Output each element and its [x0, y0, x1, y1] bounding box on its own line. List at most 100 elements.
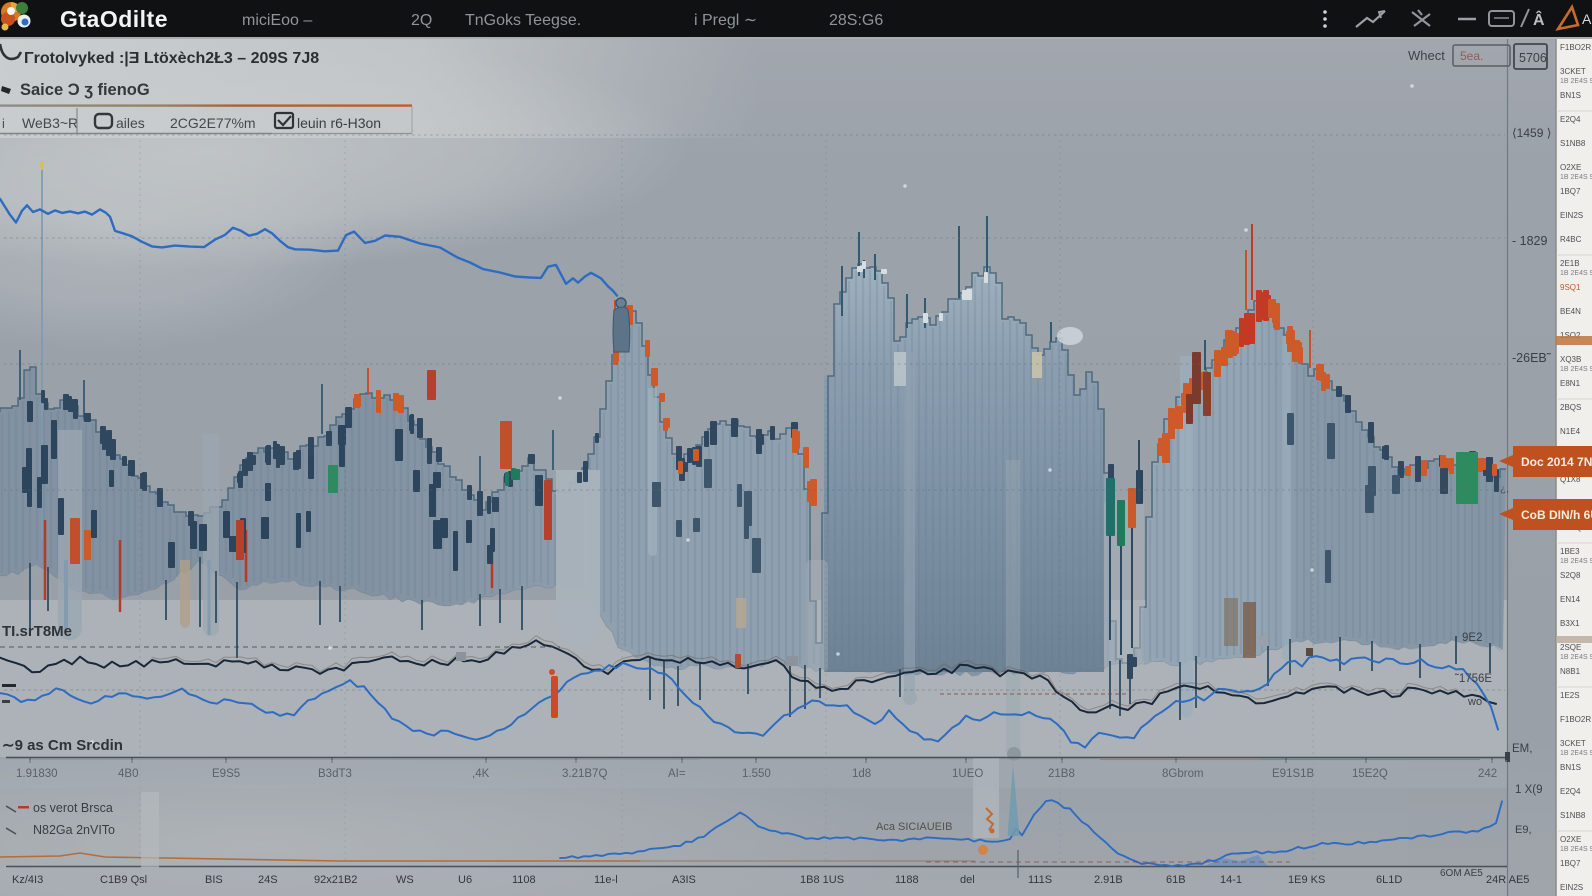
svg-text:Saice Ɔ ʒ fienoG: Saice Ɔ ʒ fienoG — [20, 81, 150, 99]
svg-text:1BQ7: 1BQ7 — [1560, 187, 1581, 196]
svg-text:1E2S: 1E2S — [1560, 691, 1580, 700]
svg-text:2E1B: 2E1B — [1560, 259, 1580, 268]
svg-text:ailes: ailes — [116, 115, 145, 131]
svg-text:N1E4: N1E4 — [1560, 427, 1581, 436]
svg-text:15E2Q: 15E2Q — [1352, 768, 1388, 780]
svg-text:Γrotolvyked :|Ǝ Ltöxèch2Ł3: Γrotolvyked :|Ǝ Ltöxèch2Ł3 – 209S 7J8 — [24, 50, 319, 67]
svg-text:A|6: A|6 — [1582, 11, 1592, 27]
svg-text:24R AE5: 24R AE5 — [1486, 874, 1529, 886]
svg-text:AI=: AI= — [668, 768, 686, 780]
svg-text:2Q: 2Q — [411, 12, 432, 29]
svg-text:C1B9 Qsl: C1B9 Qsl — [100, 874, 147, 886]
svg-text:1B 2E4S 9Q: 1B 2E4S 9Q — [1560, 654, 1592, 661]
svg-text:B3dT3: B3dT3 — [318, 768, 352, 780]
svg-text:S1NB8: S1NB8 — [1560, 139, 1586, 148]
svg-text:1B 2E4S 9Q: 1B 2E4S 9Q — [1560, 558, 1592, 565]
svg-text:1B 2E4S 9Q: 1B 2E4S 9Q — [1560, 78, 1592, 85]
svg-text:1B 2E4S 9Q: 1B 2E4S 9Q — [1560, 750, 1592, 757]
svg-text:S2Q8: S2Q8 — [1560, 571, 1581, 580]
svg-text:3CKET: 3CKET — [1560, 739, 1586, 748]
svg-text:1B 2E4S 9Q: 1B 2E4S 9Q — [1560, 174, 1592, 181]
svg-text:E2Q4: E2Q4 — [1560, 115, 1581, 124]
svg-text:XQ3B: XQ3B — [1560, 355, 1581, 364]
svg-text:A3IS: A3IS — [672, 874, 696, 886]
svg-text:- 1829: - 1829 — [1512, 234, 1547, 248]
svg-text:9SQ1: 9SQ1 — [1560, 283, 1581, 292]
svg-text:EIN2S: EIN2S — [1560, 883, 1583, 892]
svg-text:BE4N: BE4N — [1560, 307, 1581, 316]
svg-text:1B 2E4S 9Q: 1B 2E4S 9Q — [1560, 366, 1592, 373]
svg-text:92x21B2: 92x21B2 — [314, 874, 357, 886]
svg-text:1UEO: 1UEO — [952, 768, 983, 780]
svg-text:5706: 5706 — [1519, 51, 1547, 65]
svg-text:F1BO2R: F1BO2R — [1560, 715, 1591, 724]
svg-text:E9,: E9, — [1515, 824, 1532, 836]
svg-text:Â: Â — [1533, 10, 1545, 29]
svg-text:BIS: BIS — [205, 874, 223, 886]
svg-text:∼9 as Cm Srcdin: ∼9 as Cm Srcdin — [2, 737, 123, 754]
svg-text:os verot Brsca: os verot Brsca — [33, 801, 113, 815]
svg-text:1BE3: 1BE3 — [1560, 547, 1580, 556]
svg-text:,4K: ,4K — [472, 768, 490, 780]
svg-text:U6: U6 — [458, 874, 472, 886]
svg-text:i: i — [2, 116, 5, 131]
svg-text:wo: wo — [1467, 696, 1482, 708]
svg-text:O2XE: O2XE — [1560, 835, 1581, 844]
svg-text:leuin r6-H3on: leuin r6-H3on — [297, 115, 381, 131]
svg-text:Doc 2014 7N: Doc 2014 7N — [1521, 455, 1592, 469]
svg-text:1E9 KS: 1E9 KS — [1288, 874, 1325, 886]
svg-text:BN1S: BN1S — [1560, 763, 1581, 772]
svg-text:TnGoks Teegse.: TnGoks Teegse. — [465, 12, 581, 29]
svg-text:1d8: 1d8 — [852, 768, 871, 780]
svg-text:EN14: EN14 — [1560, 595, 1581, 604]
svg-text:i Pregl ∼: i Pregl ∼ — [694, 12, 757, 29]
svg-text:CoB DIN/h 6U: CoB DIN/h 6U — [1521, 508, 1592, 522]
svg-text:Whect: Whect — [1408, 48, 1445, 63]
svg-text:1.91830: 1.91830 — [16, 768, 58, 780]
svg-text:24S: 24S — [258, 874, 278, 886]
svg-text:TI.srT8Me: TI.srT8Me — [2, 623, 72, 640]
svg-text:Kz/4I3: Kz/4I3 — [12, 874, 43, 886]
svg-text:1108: 1108 — [512, 874, 536, 886]
svg-text:BN1S: BN1S — [1560, 91, 1581, 100]
svg-text:111S: 111S — [1028, 874, 1052, 886]
svg-text:61B: 61B — [1166, 874, 1186, 886]
svg-text:1BQ7: 1BQ7 — [1560, 859, 1581, 868]
svg-text:Aca SICIAUEIB: Aca SICIAUEIB — [876, 821, 952, 833]
svg-text:WS: WS — [396, 874, 414, 886]
svg-text:2SQE: 2SQE — [1560, 643, 1581, 652]
svg-text:⟨1459 ⟩: ⟨1459 ⟩ — [1512, 126, 1551, 140]
svg-text:1B 2E4S 9Q: 1B 2E4S 9Q — [1560, 846, 1592, 853]
svg-text:O2XE: O2XE — [1560, 163, 1581, 172]
svg-text:1 X(9: 1 X(9 — [1515, 784, 1543, 796]
svg-text:2CG2E77%m: 2CG2E77%m — [170, 115, 256, 131]
svg-text:GtaOdilte: GtaOdilte — [60, 6, 168, 32]
svg-text:N82Ga 2nVITo: N82Ga 2nVITo — [33, 823, 115, 837]
svg-text:8Gbrom: 8Gbrom — [1162, 768, 1204, 780]
svg-text:4B0: 4B0 — [118, 768, 138, 780]
svg-text:1.550: 1.550 — [742, 768, 771, 780]
svg-text:11e-l: 11e-l — [594, 874, 618, 886]
svg-text:242: 242 — [1478, 768, 1497, 780]
svg-text:1SO2: 1SO2 — [1560, 331, 1581, 340]
svg-text:˜1756E: ˜1756E — [1454, 673, 1492, 685]
svg-text:3CKET: 3CKET — [1560, 67, 1586, 76]
svg-text:del: del — [960, 874, 975, 886]
svg-text:5ea.: 5ea. — [1460, 49, 1483, 63]
svg-text:1B 2E4S 9Q: 1B 2E4S 9Q — [1560, 270, 1592, 277]
svg-text:N8B1: N8B1 — [1560, 667, 1581, 676]
svg-text:EIN2S: EIN2S — [1560, 211, 1583, 220]
svg-text:miciEoo –: miciEoo – — [242, 12, 312, 29]
svg-text:R4BC: R4BC — [1560, 235, 1582, 244]
svg-text:14-1: 14-1 — [1220, 874, 1242, 886]
svg-text:E9S5: E9S5 — [212, 768, 240, 780]
svg-text:EM,: EM, — [1512, 743, 1532, 755]
svg-text:6L1D: 6L1D — [1376, 874, 1402, 886]
svg-text:1B8 1US: 1B8 1US — [800, 874, 844, 886]
svg-text:9E2: 9E2 — [1462, 632, 1482, 644]
svg-text:F1BO2R: F1BO2R — [1560, 43, 1591, 52]
svg-text:2.91B: 2.91B — [1094, 874, 1123, 886]
svg-text:¿,: ¿, — [1500, 484, 1509, 495]
svg-text:Q1X8: Q1X8 — [1560, 475, 1581, 484]
svg-text:28S:G6: 28S:G6 — [829, 12, 883, 29]
